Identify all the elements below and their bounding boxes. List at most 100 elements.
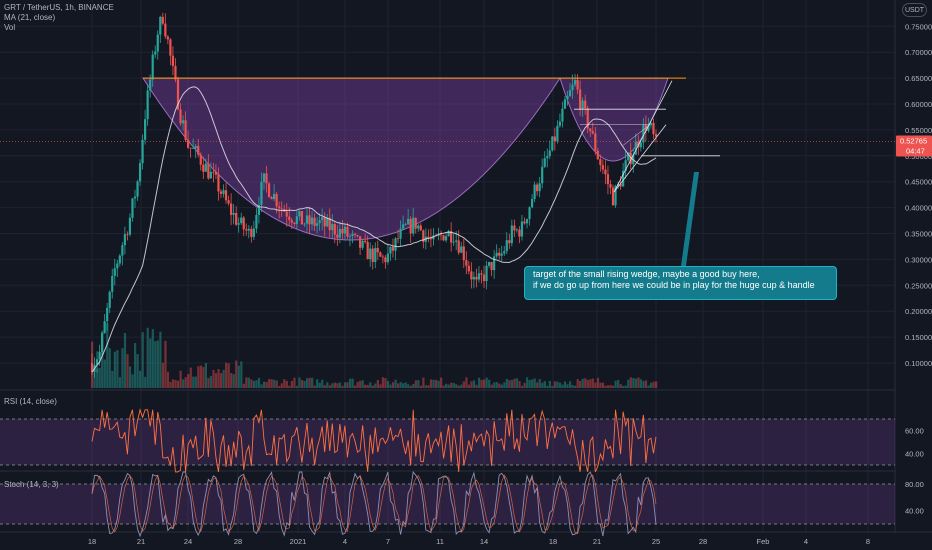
volume-bar (136, 354, 139, 388)
candle-body (285, 211, 288, 217)
volume-bar (336, 383, 339, 388)
volume-bar (374, 383, 377, 388)
candle-body (419, 225, 422, 231)
time-tick-label: 21 (137, 537, 145, 546)
volume-bar (500, 384, 503, 388)
volume-bar (237, 365, 240, 388)
candle-body (207, 163, 210, 179)
volume-bar (422, 377, 425, 388)
candle-body (561, 108, 564, 122)
stoch-legend[interactable]: Stoch (14, 3, 3) (4, 480, 59, 489)
rsi-legend[interactable]: RSI (14, close) (4, 397, 57, 406)
rsi-tick-label: 60.00 (905, 427, 924, 436)
candle-body (321, 217, 324, 221)
rsi-line (91, 408, 657, 473)
volume-bar (404, 382, 407, 388)
volume-bar (543, 381, 546, 388)
stoch-k-line (91, 470, 657, 538)
time-tick-label: 25 (652, 537, 660, 546)
annotation-callout[interactable]: target of the small rising wedge, maybe … (524, 266, 837, 300)
candle-body (237, 223, 240, 225)
candle-body (432, 235, 435, 240)
volume-bar (617, 379, 620, 388)
candle-body (351, 233, 354, 237)
candle-body (169, 39, 172, 56)
volume-bar (599, 382, 602, 388)
candle-body (609, 184, 612, 188)
volume-bar (533, 378, 536, 388)
volume-bar (252, 380, 256, 388)
candle-body (515, 229, 518, 231)
time-tick-label: 2021 (290, 537, 307, 546)
ma-legend[interactable]: MA (21, close) (4, 13, 56, 22)
volume-bar (98, 367, 101, 388)
volume-bar (131, 374, 134, 388)
volume-bar (394, 379, 397, 388)
candle-body (475, 276, 478, 280)
volume-bar (556, 381, 559, 388)
candle-body (429, 238, 433, 240)
volume-legend[interactable]: Vol (4, 23, 16, 32)
candle-body (146, 90, 149, 120)
symbol-legend[interactable]: GRT / TetherUS, 1h, BINANCE (4, 3, 114, 12)
candle-body (176, 79, 180, 110)
volume-bar (485, 377, 488, 388)
candle-body (619, 183, 622, 187)
candle-body (394, 238, 397, 251)
volume-bar (483, 379, 486, 388)
volume-bar (622, 385, 625, 388)
time-tick-label: 8 (866, 537, 870, 546)
candle-body (336, 234, 339, 238)
volume-bar (341, 385, 344, 388)
volume-bar (171, 379, 175, 388)
volume-bar (316, 379, 319, 388)
candle-body (252, 228, 255, 237)
candle-body (604, 169, 607, 175)
volume-bar (624, 385, 627, 388)
volume-bar (255, 380, 258, 388)
volume-bar (103, 359, 106, 388)
candle-body (164, 23, 167, 37)
candle-body (133, 196, 137, 199)
volume-bar (364, 384, 367, 388)
volume-bar (450, 382, 453, 388)
volume-bar (184, 377, 187, 388)
currency-badge[interactable]: USDT (902, 3, 927, 17)
volume-bar (510, 379, 514, 388)
volume-bar (303, 381, 306, 388)
candle-body (295, 216, 298, 224)
candle-body (318, 220, 321, 224)
volume-bar (225, 362, 228, 388)
candle-body (247, 228, 250, 231)
moving-average (91, 86, 657, 373)
candle-body (214, 172, 218, 175)
volume-bar (536, 382, 539, 388)
stoch-tick-label: 80.00 (905, 480, 924, 489)
volume-bar (634, 378, 637, 388)
candle-body (323, 217, 326, 227)
volume-bar (268, 379, 271, 388)
candle-body (599, 159, 602, 166)
volume-bar (106, 323, 109, 388)
ma-line (91, 86, 657, 373)
candle-body (412, 217, 415, 234)
volume-bar (159, 331, 162, 388)
volume-bar (326, 382, 329, 388)
volume-bar (472, 380, 476, 388)
candle-body (156, 34, 159, 52)
candle-body (391, 246, 395, 251)
price-tick-label: 0.70000 (905, 48, 932, 57)
candle-body (212, 171, 215, 173)
price-tick-label: 0.65000 (905, 74, 932, 83)
volume-bar (619, 384, 622, 388)
volume-bar (571, 385, 574, 388)
volume-bar (351, 378, 354, 388)
volume-bar (563, 381, 567, 388)
candle-body (108, 291, 111, 308)
volume-bar (407, 384, 410, 388)
candle-body (594, 133, 597, 151)
price-tick-label: 0.60000 (905, 100, 932, 109)
candle-body (230, 203, 233, 215)
candle-body (184, 120, 187, 140)
candle-body (490, 262, 493, 271)
